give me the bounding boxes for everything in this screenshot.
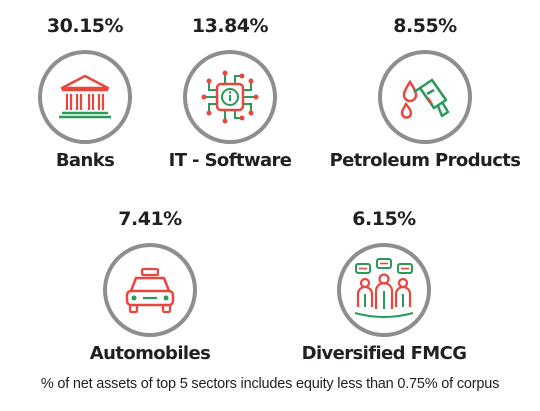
icon-circle — [337, 243, 431, 337]
icon-circle — [103, 243, 197, 337]
sector-name: Diversified FMCG — [301, 343, 467, 364]
value-label: 30.15% — [46, 15, 124, 37]
sector-name: Banks — [55, 150, 115, 171]
icon-circle — [183, 50, 277, 144]
sector-name: Petroleum Products — [329, 150, 521, 171]
sector-name: IT - Software — [168, 150, 292, 171]
consumers-icon — [354, 258, 414, 318]
sector-name: Automobiles — [89, 343, 211, 364]
value-label: 7.41% — [118, 208, 182, 230]
icon-circle — [378, 50, 472, 144]
value-label: 8.55% — [393, 15, 457, 37]
bank-icon — [59, 74, 111, 119]
fuel-nozzle-icon — [400, 78, 450, 119]
value-label: 13.84% — [191, 15, 269, 37]
value-label: 6.15% — [352, 208, 416, 230]
footnote: % of net assets of top 5 sectors include… — [40, 376, 500, 392]
chip-icon — [201, 70, 259, 124]
car-icon — [125, 267, 175, 314]
icon-circle — [38, 50, 132, 144]
